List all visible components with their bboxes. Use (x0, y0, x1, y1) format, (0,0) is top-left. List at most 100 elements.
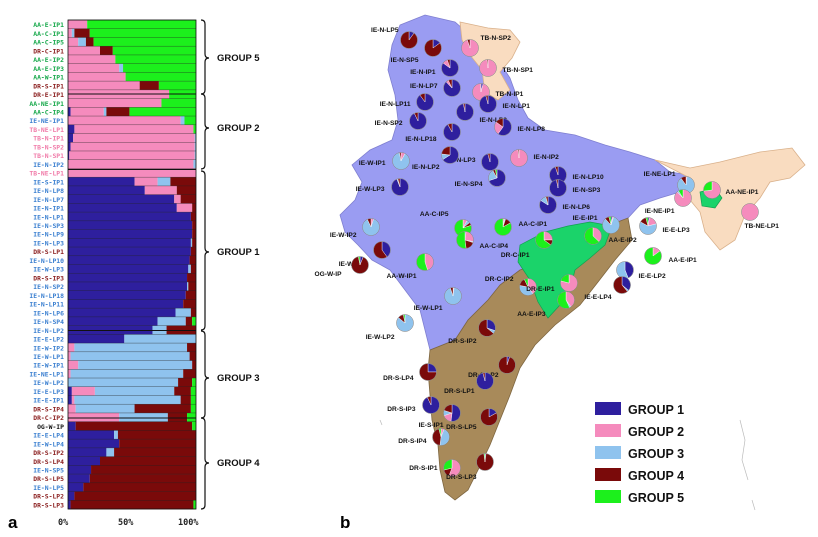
bar-segment (85, 37, 94, 47)
site-label: DR-S-IP1 (409, 465, 438, 472)
site-label: DR-S-IP3 (387, 406, 416, 413)
bar-segment (69, 150, 195, 161)
site-pie: AA-C-IP4 (456, 231, 508, 250)
bar-segment (190, 308, 196, 318)
site-label: IE-N-LP1 (503, 103, 531, 110)
bar-segment (192, 378, 196, 388)
site-label: DR-S-LP5 (446, 424, 477, 431)
sample-label: IE-S-IP1 (33, 178, 64, 186)
sample-label: TB-N-SP1 (33, 152, 64, 160)
sample-label: IE-N-LP6 (33, 309, 64, 317)
bar-segment (68, 116, 181, 126)
bar-segment (190, 264, 196, 274)
sample-label: TB-N-SP2 (33, 143, 64, 151)
bar-segment (68, 404, 76, 414)
pie-outline (392, 152, 410, 170)
bar-segment (192, 238, 196, 248)
sample-label: DR-S-IP4 (33, 405, 64, 413)
legend-swatch-group5 (595, 490, 621, 503)
sample-label: IE-N-LP11 (29, 301, 64, 309)
bar-segment (93, 37, 196, 47)
bar-segment (192, 360, 196, 370)
bar-segment (144, 185, 177, 195)
bar-segment (68, 168, 196, 178)
bar-segment (115, 54, 196, 64)
site-pies: TB-N-SP2 IE-N-LP5 IE-N-SP5 TB-N-SP1 IE-N-IP1… (315, 27, 780, 481)
bar-segment (68, 238, 191, 248)
panel-label-a: a (8, 513, 18, 532)
pie-outline (391, 178, 409, 196)
bar-segment (68, 491, 75, 501)
pie-outline (479, 59, 497, 77)
sample-label: DR-S-LP2 (33, 493, 64, 501)
bar-segment (68, 46, 100, 56)
site-pie: TB-N-SP2 (461, 35, 511, 57)
legend-swatch-group2 (595, 424, 621, 437)
bar-segment (68, 360, 79, 370)
site-label: IE-N-SP2 (375, 120, 403, 127)
site-label: DR-S-LP3 (446, 474, 477, 481)
pie-outline (476, 372, 494, 390)
site-label: AA-C-IP1 (519, 221, 548, 228)
site-pie: AA-W-IP1 (387, 253, 434, 280)
bar-segment (68, 107, 71, 117)
pie-outline (674, 189, 692, 207)
site-pie: IE-N-LP7 (410, 79, 461, 97)
site-pie: IE-W-LP2 (366, 314, 414, 341)
legend-swatch-group1 (595, 402, 621, 415)
bar-segment (68, 98, 162, 108)
bar-segment (68, 447, 107, 457)
site-label: TB-N-IP1 (496, 91, 524, 98)
site-label: IE-N-LP6 (563, 204, 591, 211)
bar-segment (119, 412, 168, 422)
site-pie: DR-S-LP3 (446, 453, 494, 481)
legend-swatch-group3 (595, 446, 621, 459)
sample-label: DR-E-IP1 (33, 91, 64, 99)
site-pie: AA-E-IP3 (517, 291, 575, 318)
pie-outline (444, 287, 462, 305)
site-pie: IE-N-SP2 (375, 112, 427, 130)
site-pie: IE-N-IP1 (410, 59, 459, 77)
sample-label: AA-E-IP1 (33, 21, 64, 29)
site-label: AA-NE-IP1 (726, 189, 759, 196)
pie-outline (351, 256, 369, 274)
bar-segment (68, 308, 176, 318)
site-label: IE-N-LP8 (518, 126, 546, 133)
bar-segment (68, 334, 125, 344)
sample-label: AA-E-IP2 (33, 56, 64, 64)
pie-outline (560, 274, 578, 292)
sample-label: IE-N-LP10 (29, 257, 64, 265)
legend: GROUP 1 GROUP 2 GROUP 3 GROUP 4 GROUP 5 (595, 402, 684, 505)
bar-segment (134, 404, 191, 414)
site-label: DR-S-IP2 (448, 338, 477, 345)
pie-outline (456, 103, 474, 121)
bar-segment (194, 150, 196, 161)
bar-segment (68, 299, 184, 309)
site-pie: IE-E-LP3 (639, 217, 690, 235)
bar-segment (194, 133, 196, 143)
site-pie: AA-E-IP1 (644, 247, 698, 265)
india-map: TB-N-SP2 IE-N-LP5 IE-N-SP5 TB-N-SP1 IE-N-IP1… (315, 14, 806, 532)
site-label: IE-E-IP1 (573, 215, 598, 222)
bar-segment (194, 142, 196, 152)
sample-label: IE-N-LP18 (29, 292, 64, 300)
pie-outline (703, 181, 721, 199)
pie-outline (362, 218, 380, 236)
site-pie: DR-C-IP2 (485, 276, 537, 296)
sample-label: IE-E-LP4 (33, 432, 64, 440)
bar-segment (193, 124, 196, 134)
site-label: IE-W-LP3 (356, 186, 385, 193)
x-tick-0: 0% (58, 518, 69, 528)
bar-segment (70, 500, 194, 510)
site-label: AA-E-IP1 (669, 257, 698, 264)
site-label: IE-E-LP3 (663, 227, 690, 234)
site-label: IE-N-LP11 (380, 101, 411, 108)
bar-segment (68, 430, 115, 440)
bar-segment (192, 220, 196, 230)
pie-outline (456, 231, 474, 249)
bar-segment (100, 456, 196, 466)
pie-outline (519, 278, 537, 296)
panel-label-b: b (340, 513, 350, 532)
sample-label: DR-S-IP1 (33, 82, 64, 90)
